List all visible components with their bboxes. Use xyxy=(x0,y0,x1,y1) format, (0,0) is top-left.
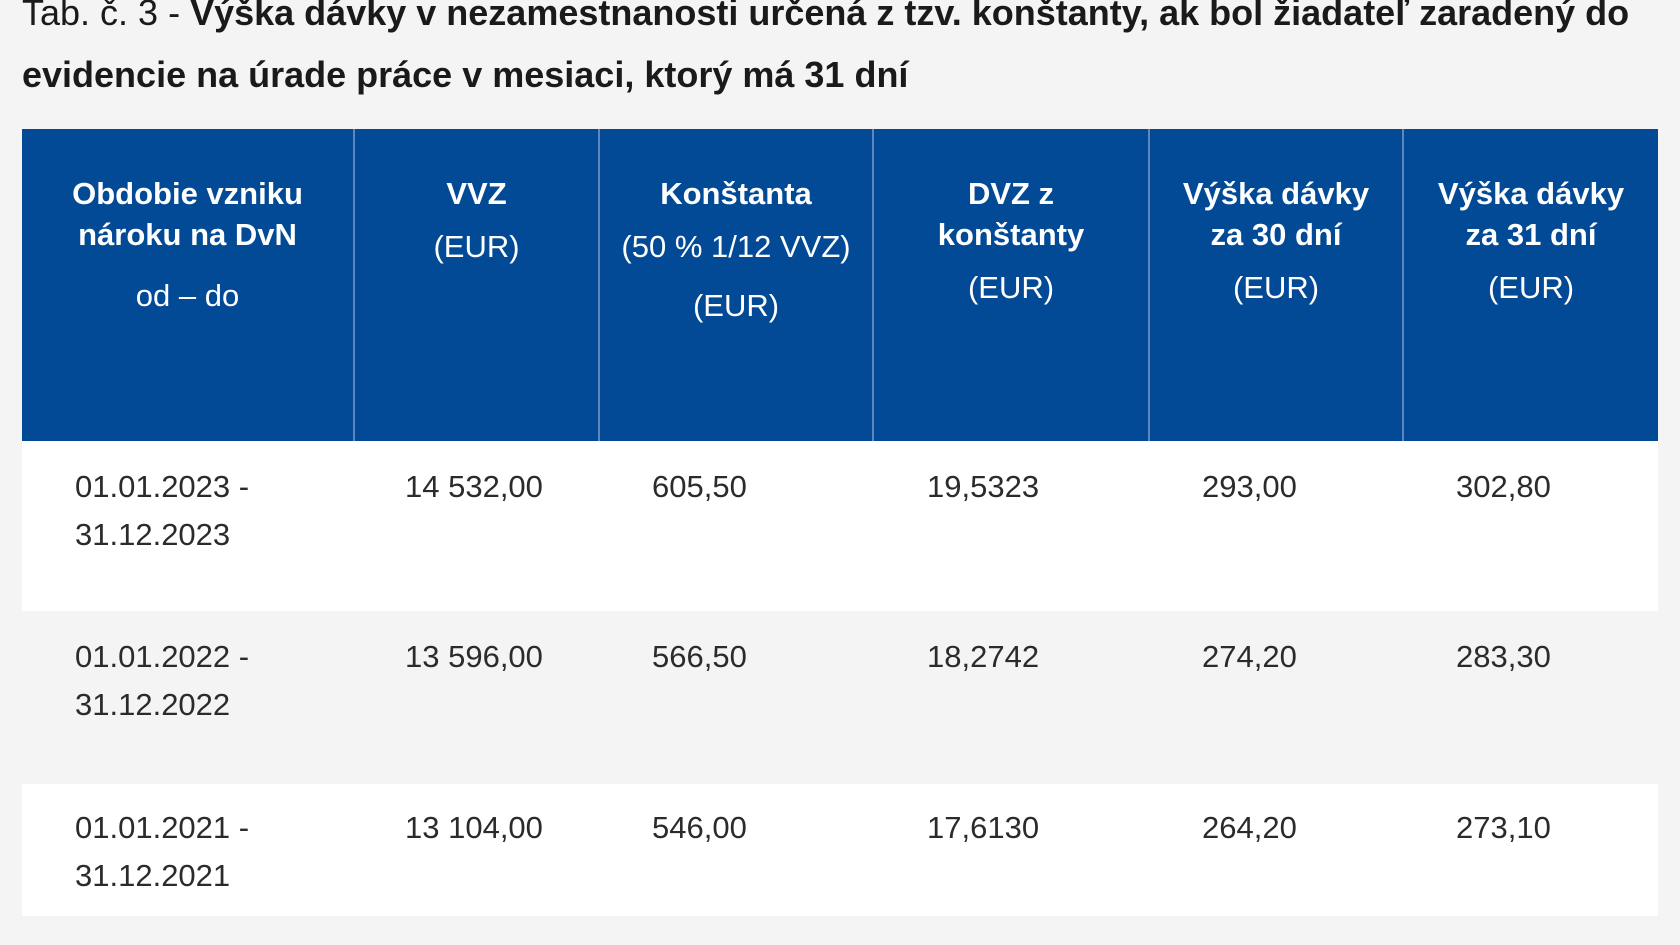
cell-dvz: 17,6130 xyxy=(873,784,1149,916)
cell-konstanta: 546,00 xyxy=(599,784,873,916)
cell-dvz: 19,5323 xyxy=(873,441,1149,611)
header-subtitle: (EUR) xyxy=(967,270,1055,305)
header-cell-davka30: Výška dávky za 30 dní (EUR) xyxy=(1149,129,1404,441)
table-caption: Tab. č. 3 - Výška dávky v nezamestnanost… xyxy=(22,0,1662,106)
cell-period: 01.01.2022 - 31.12.2022 xyxy=(22,611,354,784)
cell-vvz: 13 596,00 xyxy=(354,611,599,784)
header-subtitle: (EUR) xyxy=(433,229,520,264)
table-row: 01.01.2023 -31.12.2023 14 532,00 605,50 … xyxy=(22,441,1658,611)
cell-davka30: 274,20 xyxy=(1149,611,1403,784)
header-cell-vvz: VVZ (EUR) xyxy=(354,129,600,441)
header-cell-davka31: Výška dávky za 31 dní (EUR) xyxy=(1403,129,1658,441)
benefit-table: Obdobie vzniku nároku na DvN od – do VVZ… xyxy=(22,129,1658,916)
table-row: 01.01.2021 -31.12.2021 13 104,00 546,00 … xyxy=(22,784,1658,916)
header-title: VVZ xyxy=(446,176,507,211)
header-title: Konštanta xyxy=(660,176,812,211)
header-subtitle: (EUR) xyxy=(1487,270,1575,305)
period-from: 01.01.2021 - xyxy=(75,810,250,845)
table-row: 01.01.2022 -31.12.2022 13 596,00 566,50 … xyxy=(22,611,1658,784)
header-subtitle: (EUR) xyxy=(1232,270,1320,305)
period-to: 31.12.2021 xyxy=(75,858,231,893)
cell-period: 01.01.2021 - 31.12.2021 xyxy=(22,784,354,916)
cell-dvz: 18,2742 xyxy=(873,611,1149,784)
cell-davka30: 293,00 xyxy=(1149,441,1403,611)
header-title: Obdobie vzniku nároku na DvN xyxy=(72,176,303,252)
caption-prefix: Tab. č. 3 - xyxy=(22,0,191,33)
caption-title: Výška dávky v nezamestnanosti určená z t… xyxy=(22,0,1630,95)
period-from: 01.01.2022 - xyxy=(75,639,250,674)
period-from: 01.01.2023 - xyxy=(75,469,250,504)
header-title: DVZ z konštanty xyxy=(937,176,1085,252)
table-body: 01.01.2023 -31.12.2023 14 532,00 605,50 … xyxy=(22,441,1658,916)
header-cell-konstanta: Konštanta (50 % 1/12 VVZ) (EUR) xyxy=(599,129,874,441)
cell-davka30: 264,20 xyxy=(1149,784,1403,916)
header-subtitle: od – do xyxy=(135,278,240,313)
header-cell-period: Obdobie vzniku nároku na DvN od – do xyxy=(22,129,355,441)
table-header: Obdobie vzniku nároku na DvN od – do VVZ… xyxy=(22,129,1658,441)
cell-konstanta: 566,50 xyxy=(599,611,873,784)
header-subtitle: (EUR) xyxy=(692,288,780,323)
cell-konstanta: 605,50 xyxy=(599,441,873,611)
header-cell-dvz: DVZ z konštanty (EUR) xyxy=(873,129,1150,441)
cell-vvz: 13 104,00 xyxy=(354,784,599,916)
header-subtitle: (50 % 1/12 VVZ) xyxy=(621,229,851,264)
cell-period: 01.01.2023 - 31.12.2023 xyxy=(22,441,354,611)
period-to: 31.12.2023 xyxy=(75,517,231,552)
header-title: Výška dávky za 30 dní xyxy=(1182,176,1370,252)
cell-davka31: 302,80 xyxy=(1403,441,1658,611)
header-row: Obdobie vzniku nároku na DvN od – do VVZ… xyxy=(22,129,1658,441)
cell-davka31: 273,10 xyxy=(1403,784,1658,916)
period-to: 31.12.2022 xyxy=(75,687,231,722)
header-title: Výška dávky za 31 dní xyxy=(1437,176,1625,252)
cell-vvz: 14 532,00 xyxy=(354,441,599,611)
cell-davka31: 283,30 xyxy=(1403,611,1658,784)
